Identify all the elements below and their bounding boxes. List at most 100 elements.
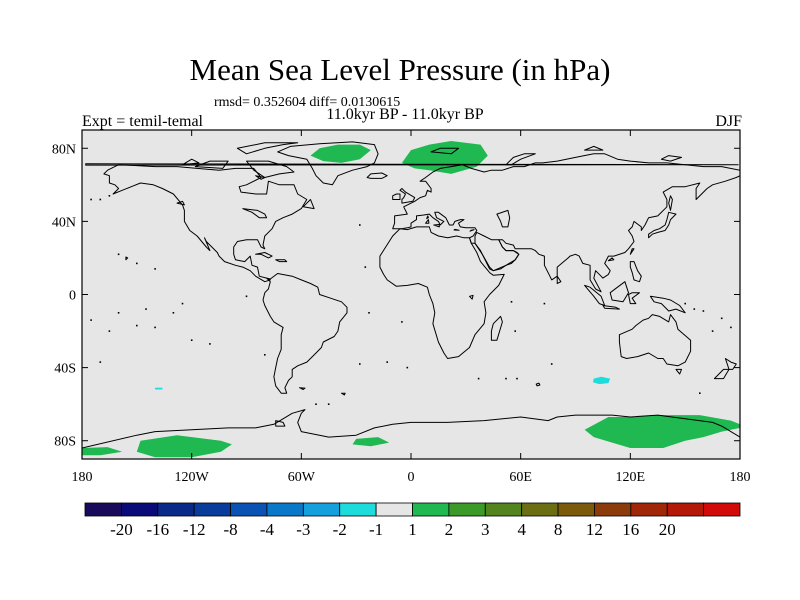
island-dot-22 — [693, 308, 696, 310]
island-dot-3 — [117, 312, 120, 314]
season-label: DJF — [715, 113, 742, 130]
colorbar-swatch-6 — [302, 502, 341, 517]
coastline-51 — [242, 208, 268, 219]
coastline-2 — [262, 273, 348, 394]
island-dot-9 — [359, 224, 361, 226]
coastline-46 — [299, 387, 306, 390]
colorbar-swatch-3 — [193, 502, 231, 517]
island-dot-12 — [401, 321, 403, 323]
island-dot-15 — [543, 302, 546, 305]
lat-label-2: 0 — [69, 289, 76, 304]
island-dot-41 — [117, 253, 120, 256]
coastline-8 — [82, 409, 740, 459]
island-dot-23 — [90, 319, 92, 321]
coastline-36 — [675, 368, 682, 375]
island-dot-7 — [364, 266, 367, 268]
coastline-41 — [433, 224, 440, 228]
colorbar-label-15: 20 — [659, 520, 676, 539]
colorbar-swatch-12 — [521, 502, 559, 517]
island-dot-8 — [368, 312, 370, 314]
anomaly-region-2 — [592, 376, 611, 385]
colorbar-swatch-8 — [375, 502, 413, 517]
coastline-43 — [469, 229, 475, 232]
lon-label-1: 120W — [175, 470, 210, 485]
colorbar-label-10: 3 — [481, 520, 490, 539]
island-dot-19 — [730, 326, 732, 329]
colorbar-swatch-10 — [448, 502, 486, 517]
coastline-18 — [629, 261, 642, 283]
island-dot-38 — [90, 198, 92, 201]
lon-label-4: 60E — [509, 470, 532, 485]
island-dot-37 — [99, 198, 102, 201]
coastline-9 — [399, 188, 416, 204]
coastline-24 — [275, 259, 288, 263]
colorbar-swatch-5 — [266, 502, 304, 517]
colorbar-label-12: 8 — [554, 520, 563, 539]
lon-label-5: 120E — [616, 470, 646, 485]
island-dot-32 — [327, 403, 330, 405]
coastline-6 — [490, 315, 503, 341]
island-dot-33 — [550, 363, 553, 365]
colorbar-label-2: -12 — [183, 520, 206, 539]
anomaly-region-5 — [136, 435, 232, 458]
colorbar-label-1: -16 — [146, 520, 169, 539]
experiment-label: Expt = temil-temal — [82, 113, 203, 130]
coastline-13 — [609, 281, 629, 303]
coastline-50 — [469, 294, 474, 300]
island-dot-18 — [711, 330, 714, 332]
island-dot-11 — [406, 366, 409, 369]
axis-layer: 80N 40N 0 40S 80S 180 120W 60W 0 60E 120E 180 — [52, 130, 751, 485]
anomaly-region-7 — [584, 415, 740, 448]
coastline-16 — [649, 295, 686, 314]
island-dot-20 — [720, 317, 723, 320]
coastline-48 — [275, 420, 286, 427]
lon-label-0: 180 — [72, 470, 93, 485]
map-background — [82, 130, 740, 459]
coastline-32 — [660, 155, 682, 162]
coastline-35 — [607, 257, 615, 262]
island-dot-34 — [477, 377, 480, 380]
coastline-17 — [628, 292, 640, 305]
island-dot-17 — [702, 310, 705, 312]
coastline-40 — [426, 215, 429, 220]
island-dot-21 — [684, 302, 686, 305]
lat-label-1: 40N — [52, 215, 76, 230]
lon-label-2: 60W — [288, 470, 316, 485]
coastline-42 — [453, 228, 460, 231]
colorbar-label-11: 4 — [517, 520, 526, 539]
coastline-45 — [341, 392, 346, 396]
anomaly-region-6 — [352, 437, 390, 447]
colorbar-swatch-11 — [484, 502, 523, 517]
island-dot-0 — [154, 268, 156, 270]
colorbar-swatch-14 — [594, 502, 632, 517]
colorbar-swatch-1 — [120, 502, 159, 517]
island-dot-16 — [516, 377, 518, 380]
coastline-20 — [713, 368, 730, 380]
coastline-34 — [668, 195, 673, 211]
coastline-15 — [602, 305, 620, 310]
island-dot-10 — [386, 361, 388, 363]
coastline-29 — [194, 160, 229, 169]
coastline-7 — [618, 314, 692, 367]
colorbar-label-4: -4 — [260, 520, 275, 539]
coastline-37 — [302, 199, 315, 210]
island-dot-2 — [136, 324, 138, 327]
island-dot-28 — [99, 361, 102, 363]
colorbar-swatch-13 — [557, 502, 595, 517]
coastline-21 — [556, 275, 562, 284]
lat-label-3: 40S — [54, 362, 76, 377]
island-dot-25 — [154, 326, 156, 329]
island-dot-35 — [505, 377, 507, 380]
coastline-4 — [379, 226, 505, 359]
coastline-26 — [430, 147, 459, 155]
coastline-10 — [392, 193, 401, 200]
island-dot-5 — [209, 343, 211, 345]
island-dot-40 — [136, 262, 138, 265]
island-dot-31 — [315, 403, 317, 405]
coastline-23 — [255, 252, 273, 259]
lat-label-0: 80N — [52, 142, 76, 157]
island-dot-1 — [172, 312, 175, 314]
coastline-28 — [236, 142, 299, 155]
colorbar-swatch-16 — [666, 502, 705, 517]
